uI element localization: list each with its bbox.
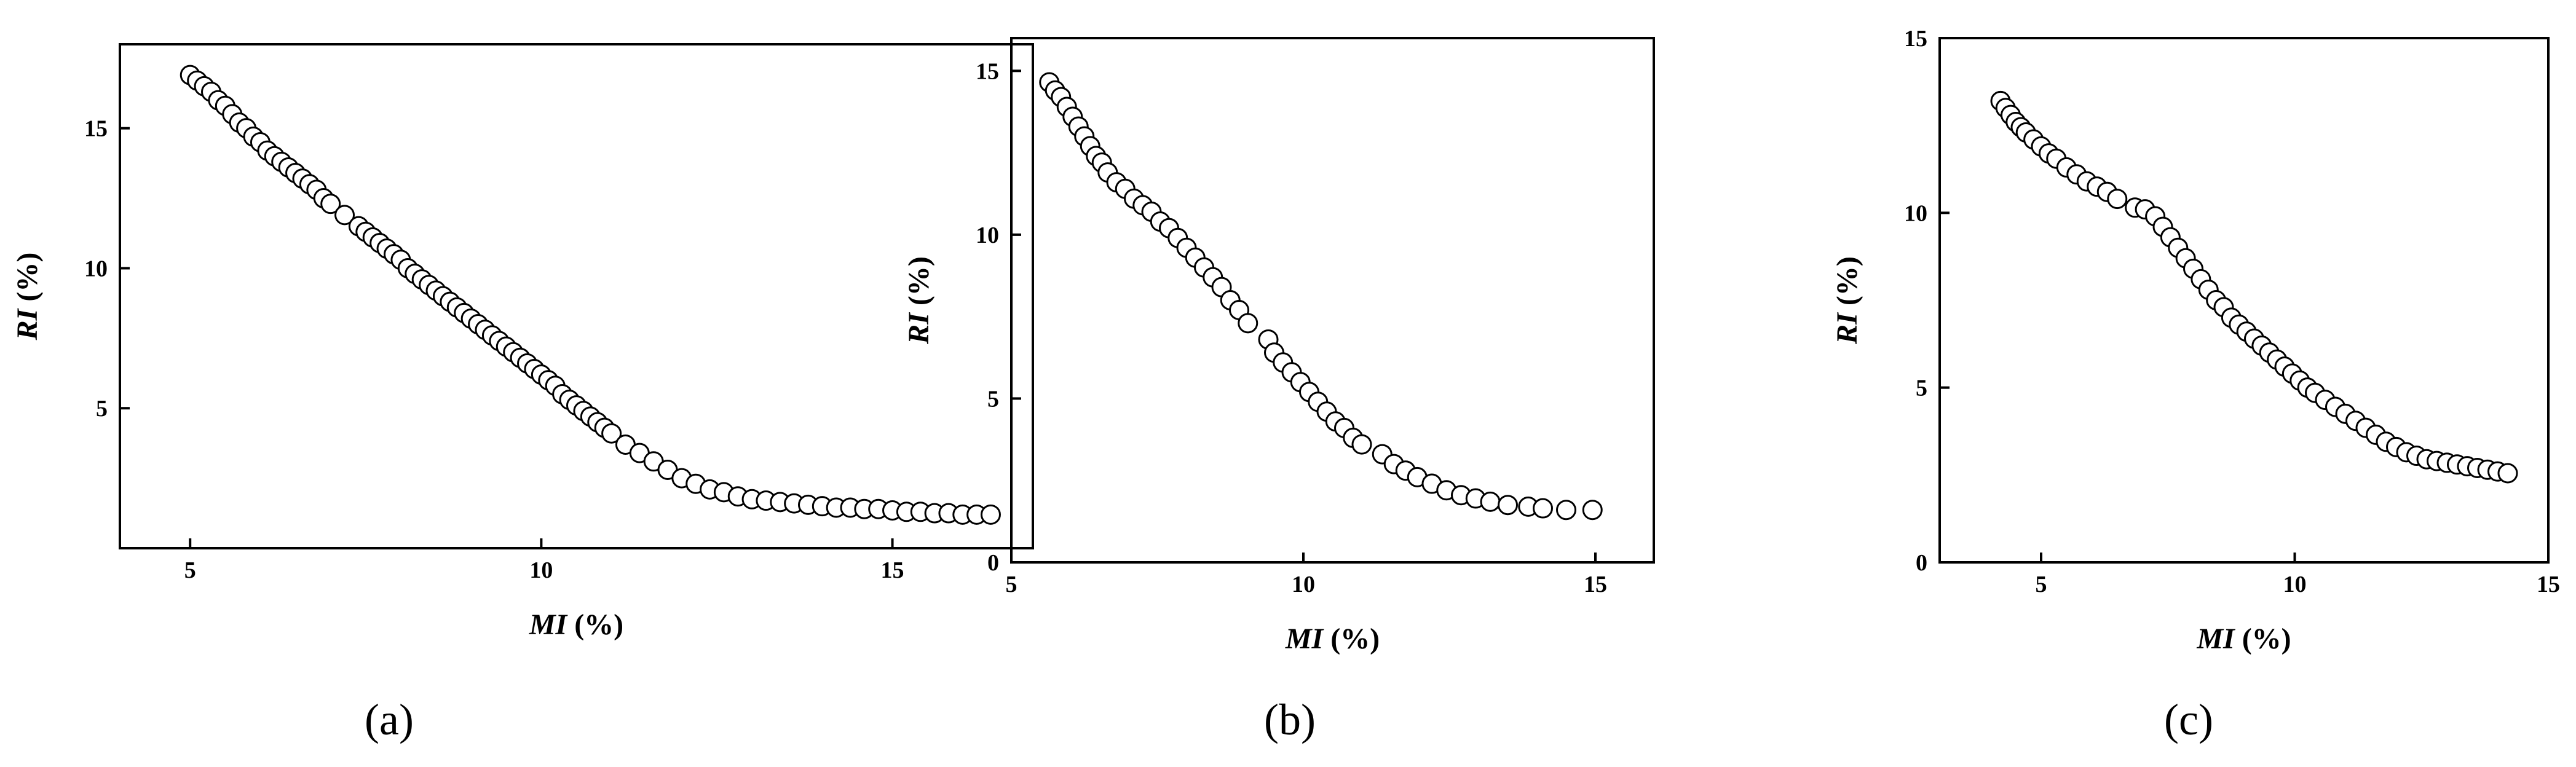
chart-panel-2: 5 10 15 0 5 10 15 MI (%) RI (%) (c)	[1831, 26, 2560, 744]
data-point	[1582, 500, 1603, 521]
y-tick-label: 5	[1916, 376, 1927, 401]
x-axis-label: MI (%)	[529, 608, 623, 641]
y-tick-label: 15	[976, 58, 999, 84]
data-point	[2107, 189, 2128, 210]
x-tick-label: 10	[1292, 572, 1315, 597]
data-point	[1238, 313, 1258, 334]
y-tick-label: 10	[1904, 200, 1927, 226]
y-axis-variable: RI	[903, 312, 935, 345]
y-axis-variable: RI	[11, 307, 44, 340]
x-tick-label: 15	[881, 557, 904, 583]
data-point	[1556, 500, 1576, 521]
y-axis-label: RI (%)	[1831, 256, 1863, 345]
data-point	[1351, 434, 1372, 455]
panel-label: (c)	[2164, 695, 2213, 744]
data-point	[320, 194, 341, 214]
data-point	[1533, 498, 1553, 519]
y-axis-variable: RI	[1831, 312, 1863, 345]
x-axis-variable: MI	[1285, 623, 1325, 655]
x-tick-label: 10	[2283, 572, 2307, 597]
plot-frame	[119, 43, 1034, 549]
x-tick-label: 5	[2036, 572, 2047, 597]
y-tick-label: 0	[1916, 550, 1927, 576]
plot-frame	[1938, 37, 2550, 564]
panel-label: (b)	[1264, 695, 1316, 744]
data-point	[980, 504, 1001, 525]
x-axis-label: MI (%)	[2196, 623, 2291, 655]
x-tick-label: 15	[2537, 572, 2560, 597]
data-point	[1498, 495, 1518, 516]
plot-frame	[1010, 37, 1655, 564]
y-axis-label: RI (%)	[903, 256, 935, 345]
x-axis-variable: MI	[529, 608, 569, 641]
data-point	[1480, 491, 1501, 512]
y-tick-label: 15	[84, 116, 108, 142]
chart-panel-0: 5 10 15 5 10 15 MI (%) RI (%) (a)	[11, 43, 1034, 744]
data-point	[2497, 463, 2518, 484]
x-tick-label: 10	[529, 557, 553, 583]
y-tick-label: 5	[96, 396, 108, 422]
data-point	[601, 423, 622, 444]
x-tick-label: 5	[184, 557, 196, 583]
data-point	[334, 205, 355, 226]
x-tick-label: 15	[1584, 572, 1607, 597]
y-tick-label: 5	[987, 386, 999, 412]
y-tick-label: 15	[1904, 26, 1927, 52]
x-tick-label: 5	[1006, 572, 1017, 597]
panel-label: (a)	[365, 695, 414, 744]
y-axis-label: RI (%)	[11, 253, 44, 341]
y-tick-label: 10	[84, 256, 108, 281]
x-axis-label: MI (%)	[1285, 623, 1380, 655]
x-axis-variable: MI	[2196, 623, 2236, 655]
y-tick-label: 10	[976, 222, 999, 248]
y-tick-label: 0	[987, 550, 999, 576]
